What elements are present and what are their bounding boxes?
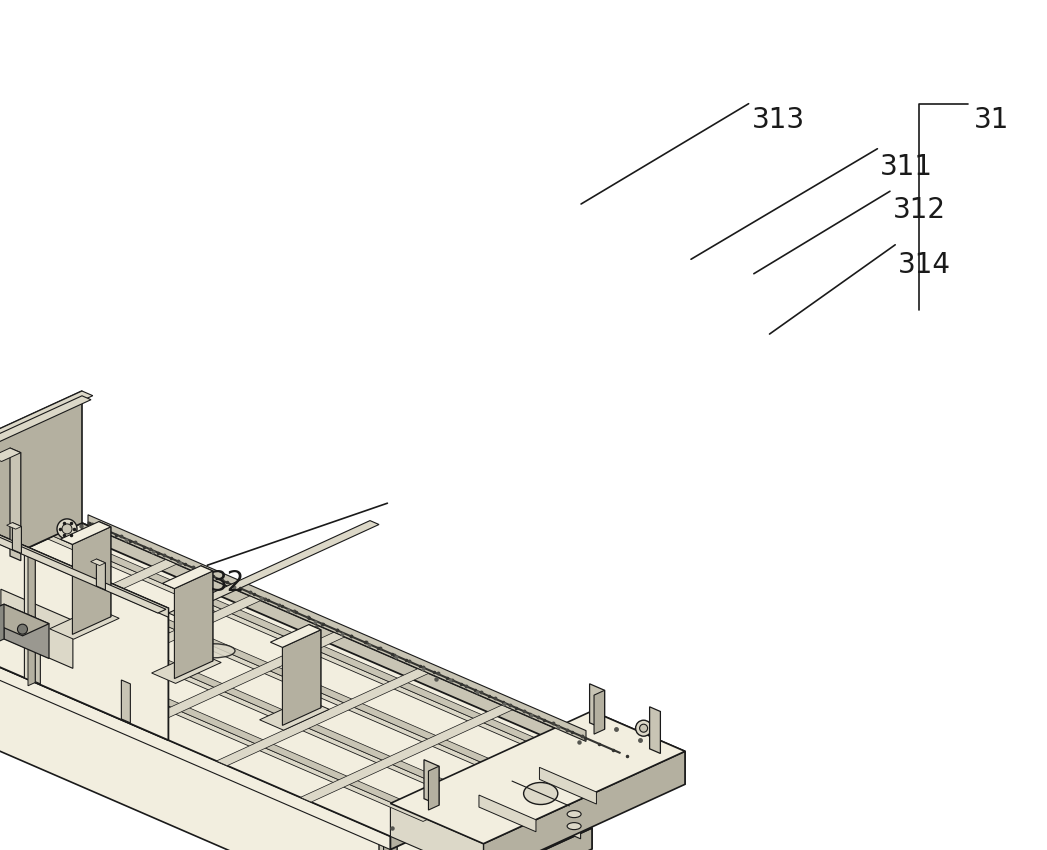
Ellipse shape	[567, 823, 581, 830]
Text: 31: 31	[974, 106, 1009, 134]
Ellipse shape	[192, 649, 206, 663]
Polygon shape	[0, 598, 429, 821]
Polygon shape	[121, 680, 131, 722]
Polygon shape	[7, 550, 517, 778]
Text: 32: 32	[209, 570, 245, 598]
Polygon shape	[6, 523, 21, 530]
Polygon shape	[260, 699, 329, 730]
Polygon shape	[88, 515, 586, 741]
Polygon shape	[0, 604, 4, 651]
Polygon shape	[0, 391, 93, 488]
Polygon shape	[0, 484, 169, 740]
Polygon shape	[72, 527, 111, 634]
Polygon shape	[91, 559, 106, 565]
Circle shape	[57, 518, 77, 539]
Polygon shape	[544, 736, 562, 828]
Ellipse shape	[193, 643, 235, 658]
Polygon shape	[47, 536, 563, 760]
Polygon shape	[0, 391, 82, 615]
Polygon shape	[0, 607, 82, 721]
Polygon shape	[82, 523, 592, 757]
Polygon shape	[28, 551, 36, 686]
Ellipse shape	[524, 783, 558, 804]
Circle shape	[640, 724, 648, 732]
Polygon shape	[594, 690, 604, 734]
Polygon shape	[175, 571, 213, 678]
Polygon shape	[79, 540, 110, 554]
Polygon shape	[201, 566, 213, 661]
Polygon shape	[379, 813, 397, 850]
Polygon shape	[391, 828, 592, 850]
Polygon shape	[152, 652, 221, 683]
Polygon shape	[0, 523, 592, 836]
Polygon shape	[91, 540, 110, 632]
Polygon shape	[169, 520, 379, 617]
Polygon shape	[0, 571, 472, 799]
Polygon shape	[1, 589, 73, 668]
Polygon shape	[2, 557, 517, 781]
Polygon shape	[0, 484, 169, 617]
Polygon shape	[0, 607, 592, 850]
Polygon shape	[0, 615, 391, 850]
Polygon shape	[24, 546, 36, 683]
Polygon shape	[283, 630, 320, 725]
Polygon shape	[391, 803, 484, 850]
Polygon shape	[589, 683, 604, 729]
Polygon shape	[96, 559, 106, 590]
Polygon shape	[383, 820, 397, 850]
Polygon shape	[478, 795, 536, 832]
Polygon shape	[391, 711, 685, 844]
Ellipse shape	[567, 811, 581, 818]
Polygon shape	[365, 813, 397, 826]
Polygon shape	[217, 669, 429, 766]
Polygon shape	[309, 625, 320, 708]
Polygon shape	[66, 619, 128, 647]
Polygon shape	[270, 625, 320, 648]
Polygon shape	[550, 744, 562, 834]
Polygon shape	[0, 578, 472, 802]
Polygon shape	[10, 448, 21, 561]
Polygon shape	[13, 523, 21, 553]
Polygon shape	[4, 604, 49, 659]
Polygon shape	[0, 484, 169, 612]
Text: 313: 313	[752, 106, 805, 134]
Polygon shape	[391, 744, 592, 850]
Polygon shape	[0, 559, 177, 656]
Polygon shape	[484, 751, 685, 850]
Polygon shape	[90, 619, 128, 643]
Polygon shape	[0, 523, 82, 629]
Polygon shape	[424, 760, 439, 805]
Polygon shape	[531, 736, 562, 751]
Text: 314: 314	[898, 251, 952, 279]
Polygon shape	[162, 566, 213, 588]
Polygon shape	[300, 705, 513, 802]
Polygon shape	[0, 396, 91, 492]
Circle shape	[18, 624, 27, 634]
Polygon shape	[649, 707, 661, 753]
Polygon shape	[0, 591, 429, 819]
Text: 311: 311	[879, 153, 933, 181]
Circle shape	[62, 524, 72, 534]
Polygon shape	[543, 815, 581, 839]
Polygon shape	[592, 711, 685, 785]
Polygon shape	[31, 641, 41, 684]
Polygon shape	[98, 522, 111, 617]
Polygon shape	[48, 596, 261, 693]
Polygon shape	[53, 529, 563, 757]
Polygon shape	[61, 522, 111, 544]
Polygon shape	[518, 815, 581, 843]
Polygon shape	[0, 484, 166, 613]
Polygon shape	[82, 607, 592, 849]
Polygon shape	[428, 766, 439, 810]
Polygon shape	[0, 604, 49, 636]
Text: 312: 312	[893, 196, 946, 224]
Circle shape	[636, 720, 651, 736]
Polygon shape	[49, 608, 119, 639]
Polygon shape	[132, 632, 344, 729]
Polygon shape	[539, 768, 597, 804]
Polygon shape	[0, 448, 21, 462]
Polygon shape	[96, 547, 110, 638]
